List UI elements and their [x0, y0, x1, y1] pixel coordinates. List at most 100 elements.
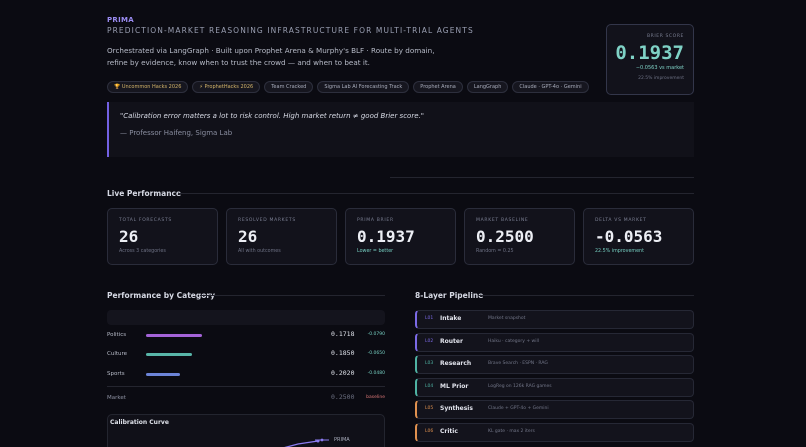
category-delta: -0.0480 — [367, 371, 385, 376]
brier-score-card: BRIER SCORE 0.1937 −0.0563 vs market 22.… — [606, 24, 694, 95]
stat-value: 26 — [119, 227, 139, 246]
layer-number: L03 — [425, 361, 434, 366]
layer-number: L05 — [425, 406, 434, 411]
calibration-title: Calibration Curve — [110, 419, 169, 426]
brier-score-delta: −0.0563 vs market — [635, 65, 684, 71]
layer-number: L02 — [425, 339, 434, 344]
layer-description: LogReg on 126k RAG games — [488, 384, 552, 389]
stat-accent — [594, 208, 683, 209]
layer-description: Market snapshot — [488, 316, 526, 321]
category-tab-bar[interactable] — [107, 310, 385, 325]
stat-value: 0.2500 — [476, 227, 534, 246]
stat-label: TOTAL FORECASTS — [119, 218, 172, 223]
layer-name: Router — [440, 338, 463, 345]
brand-name: PRIMA — [107, 16, 135, 24]
tagline: PREDICTION-MARKET REASONING INFRASTRUCTU… — [107, 26, 474, 35]
section-divider — [200, 295, 385, 296]
badge-langgraph[interactable]: LangGraph — [466, 81, 509, 93]
badge-prophet-arena[interactable]: Prophet Arena — [413, 81, 463, 93]
pipeline-layer-intake[interactable]: L01 Intake Market snapshot — [415, 310, 694, 329]
category-row-market: Market 0.2500 baseline — [107, 393, 385, 405]
layer-name: ML Prior — [440, 383, 469, 390]
pipeline-layer-router[interactable]: L02 Router Haiku · category + will — [415, 333, 694, 352]
badge-list: 🏆 Uncommon Hacks 2026 ⚡ ProphetHacks 202… — [107, 81, 589, 93]
pipeline-layer-critic[interactable]: L06 Critic KL gate · max 2 iters — [415, 423, 694, 442]
stat-card-total-forecasts: TOTAL FORECASTS 26 Across 3 categories — [107, 208, 218, 265]
category-delta: -0.0650 — [367, 351, 385, 356]
pipeline-title: 8-Layer Pipeline — [415, 291, 484, 300]
stat-label: RESOLVED MARKETS — [238, 218, 296, 223]
stat-subtext: 22.5% improvement — [595, 249, 644, 254]
stat-accent — [237, 208, 326, 209]
divider — [107, 386, 385, 387]
divider — [390, 177, 694, 178]
stat-subtext: Lower = better — [357, 249, 394, 254]
quote-text: "Calibration error matters a lot to risk… — [120, 112, 424, 120]
quote-block: "Calibration error matters a lot to risk… — [107, 102, 694, 157]
category-delta: -0.0790 — [367, 332, 385, 337]
stat-card-delta-vs-market: DELTA VS MARKET -0.0563 22.5% improvemen… — [583, 208, 694, 265]
category-name: Culture — [107, 351, 128, 357]
brier-score-value: 0.1937 — [615, 42, 684, 64]
category-bar-fill — [146, 373, 180, 376]
category-row-sports[interactable]: Sports 0.2020 -0.0480 — [107, 369, 385, 381]
badge-uncommon-hacks[interactable]: 🏆 Uncommon Hacks 2026 — [107, 81, 189, 93]
stat-subtext: Random = 0.25 — [476, 249, 514, 254]
layer-number: L06 — [425, 429, 434, 434]
stat-value: 0.1937 — [357, 227, 415, 246]
badge-models[interactable]: Claude · GPT-4o · Gemini — [512, 81, 589, 93]
section-divider — [478, 295, 694, 296]
quote-author: — Professor Haifeng, Sigma Lab — [120, 129, 233, 137]
category-bar-fill — [146, 334, 203, 337]
stat-label: MARKET BASELINE — [476, 218, 529, 223]
stat-card-prima-brier: PRIMA BRIER 0.1937 Lower = better — [345, 208, 456, 265]
category-score: 0.1850 — [331, 349, 355, 357]
stat-accent — [356, 208, 445, 209]
stat-label: DELTA VS MARKET — [595, 218, 647, 223]
layer-description: KL gate · max 2 iters — [488, 429, 535, 434]
baseline-label: baseline — [366, 395, 385, 400]
badge-track[interactable]: Sigma Lab AI Forecasting Track — [317, 81, 410, 93]
pipeline-layer-synthesis[interactable]: L05 Synthesis Claude + GPT-4o + Gemini — [415, 400, 694, 419]
category-row-politics[interactable]: Politics 0.1718 -0.0790 — [107, 330, 385, 342]
legend-swatch-prima — [315, 438, 329, 442]
category-name: Politics — [107, 332, 127, 338]
layer-description: Haiku · category + will — [488, 339, 539, 344]
category-score: 0.2500 — [331, 393, 355, 401]
layer-name: Research — [440, 360, 472, 367]
stat-card-market-baseline: MARKET BASELINE 0.2500 Random = 0.25 — [464, 208, 575, 265]
section-divider — [178, 193, 694, 194]
category-score: 0.1718 — [331, 330, 355, 338]
badge-prophethacks[interactable]: ⚡ ProphetHacks 2026 — [192, 81, 261, 93]
category-bar-track — [146, 373, 316, 376]
stat-accent — [118, 208, 207, 209]
category-score: 0.2020 — [331, 369, 355, 377]
category-performance-title: Performance by Category — [107, 291, 215, 300]
layer-number: L01 — [425, 316, 434, 321]
stat-accent — [475, 208, 564, 209]
category-bar-fill — [146, 353, 192, 356]
category-bar-track — [146, 353, 316, 356]
brier-score-improvement: 22.5% improvement — [638, 76, 684, 81]
stat-value: -0.0563 — [595, 227, 663, 246]
stat-subtext: Across 3 categories — [119, 249, 166, 254]
layer-number: L04 — [425, 384, 434, 389]
layer-description: Brave Search · ESPN · RAG — [488, 361, 548, 366]
stat-label: PRIMA BRIER — [357, 218, 394, 223]
calibration-curve-card: Calibration Curve PRIMA — [107, 414, 385, 447]
legend-label-prima: PRIMA — [334, 437, 350, 443]
badge-team[interactable]: Team Cracked — [264, 81, 314, 93]
pipeline-layer-ml-prior[interactable]: L04 ML Prior LogReg on 126k RAG games — [415, 378, 694, 397]
layer-name: Intake — [440, 315, 462, 322]
brier-score-label: BRIER SCORE — [646, 34, 684, 39]
project-description: Orchestrated via LangGraph · Built upon … — [107, 46, 435, 67]
pipeline-layer-research[interactable]: L03 Research Brave Search · ESPN · RAG — [415, 355, 694, 374]
stat-value: 26 — [238, 227, 258, 246]
stat-subtext: All with outcomes — [238, 249, 281, 254]
layer-name: Synthesis — [440, 405, 473, 412]
category-name: Sports — [107, 371, 125, 377]
category-bar-track — [146, 334, 316, 337]
category-row-culture[interactable]: Culture 0.1850 -0.0650 — [107, 349, 385, 361]
live-performance-title: Live Performance — [107, 189, 182, 198]
layer-description: Claude + GPT-4o + Gemini — [488, 406, 549, 411]
